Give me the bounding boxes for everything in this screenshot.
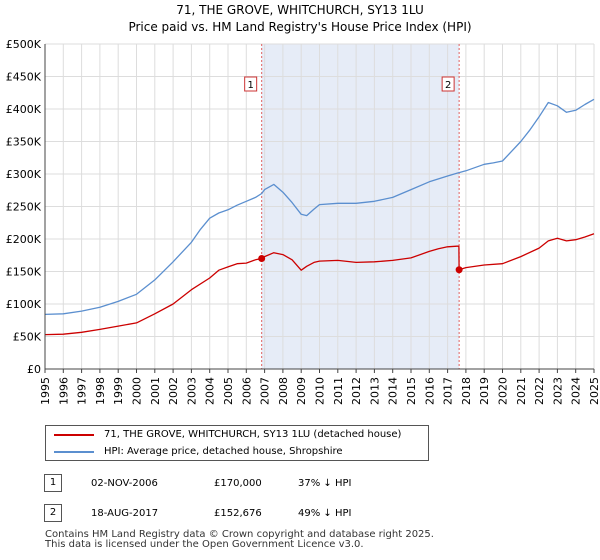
x-tick-label: 2013 (368, 377, 381, 405)
x-tick-label: 1996 (57, 377, 70, 405)
x-tick-label: 2008 (277, 377, 290, 405)
y-tick-label: £200K (6, 233, 42, 246)
y-tick-label: £250K (6, 201, 42, 214)
annotation-label: 1 (247, 80, 253, 91)
y-tick-label: £500K (6, 38, 42, 51)
y-tick-label: £400K (6, 103, 42, 116)
chart-title: 71, THE GROVE, WHITCHURCH, SY13 1LU (176, 3, 424, 17)
x-tick-label: 2006 (240, 377, 253, 405)
sale-number-badge: 1 (44, 474, 62, 492)
footer-line-1: Contains HM Land Registry data © Crown c… (45, 529, 434, 540)
x-tick-label: 2007 (259, 377, 272, 405)
y-tick-label: £0 (27, 363, 41, 376)
x-tick-label: 1999 (112, 377, 125, 405)
line-chart: 1 2 £0 £50K £100K £150K £200K £250K £300K £350K £… (6, 38, 600, 405)
sale-date: 02-NOV-2006 (91, 478, 158, 489)
y-tick-label: £350K (6, 136, 42, 149)
chart-subtitle: Price paid vs. HM Land Registry's House … (128, 20, 472, 34)
x-tick-label: 2016 (423, 377, 436, 405)
sale-price: £170,000 (214, 478, 262, 489)
x-tick-label: 2022 (533, 377, 546, 405)
footer-line-2: This data is licensed under the Open Gov… (45, 539, 364, 550)
y-tick-label: £100K (6, 298, 42, 311)
x-tick-label: 2019 (478, 377, 491, 405)
x-tick-label: 2000 (131, 377, 144, 405)
x-tick-label: 2021 (515, 377, 528, 405)
sale-hpi-diff: 37% ↓ HPI (298, 478, 352, 489)
x-tick-label: 2001 (149, 377, 162, 405)
annotation-box (244, 76, 258, 92)
x-tick-label: 2025 (588, 377, 600, 405)
x-tick-label: 2014 (387, 377, 400, 405)
x-tick-label: 1995 (39, 377, 52, 405)
x-tick-label: 2002 (167, 377, 180, 405)
x-tick-label: 2015 (405, 377, 418, 405)
annotation-box (441, 76, 455, 92)
y-tick-label: £300K (6, 168, 42, 181)
x-tick-label: 2010 (314, 377, 327, 405)
y-tick-label: £50K (13, 331, 42, 344)
x-tick-label: 1998 (94, 377, 107, 405)
sale-point (455, 266, 463, 274)
series-line (44, 233, 595, 336)
legend-label-hpi: HPI: Average price, detached house, Shro… (104, 446, 343, 457)
legend-label-property: 71, THE GROVE, WHITCHURCH, SY13 1LU (det… (104, 429, 402, 440)
sale-price: £152,676 (214, 508, 262, 519)
x-tick-label: 2018 (460, 377, 473, 405)
y-tick-label: £450K (6, 71, 42, 84)
legend-swatch-property (54, 434, 94, 436)
sale-number-badge: 2 (44, 504, 62, 522)
x-tick-label: 2020 (497, 377, 510, 405)
x-tick-label: 2024 (570, 377, 583, 405)
chart-legend: 71, THE GROVE, WHITCHURCH, SY13 1LU (det… (45, 425, 429, 461)
x-tick-label: 2012 (350, 377, 363, 405)
x-tick-label: 2005 (222, 377, 235, 405)
y-tick-label: £150K (6, 266, 42, 279)
sale-point (258, 255, 266, 262)
chart-title-block: 71, THE GROVE, WHITCHURCH, SY13 1LU Pric… (0, 2, 600, 36)
sale-date: 18-AUG-2017 (91, 508, 159, 519)
sale-hpi-diff: 49% ↓ HPI (298, 508, 352, 519)
series-line (44, 98, 595, 316)
x-tick-label: 2017 (442, 377, 455, 405)
footer-attribution: Contains HM Land Registry data © Crown c… (45, 530, 434, 550)
x-tick-label: 2004 (204, 377, 217, 405)
x-tick-label: 1997 (76, 377, 89, 405)
legend-swatch-hpi (54, 451, 94, 453)
x-tick-label: 2011 (332, 377, 345, 405)
annotation-label: 2 (445, 80, 451, 91)
x-tick-label: 2003 (185, 377, 198, 405)
x-tick-label: 2023 (551, 377, 564, 405)
x-tick-label: 2009 (295, 377, 308, 405)
